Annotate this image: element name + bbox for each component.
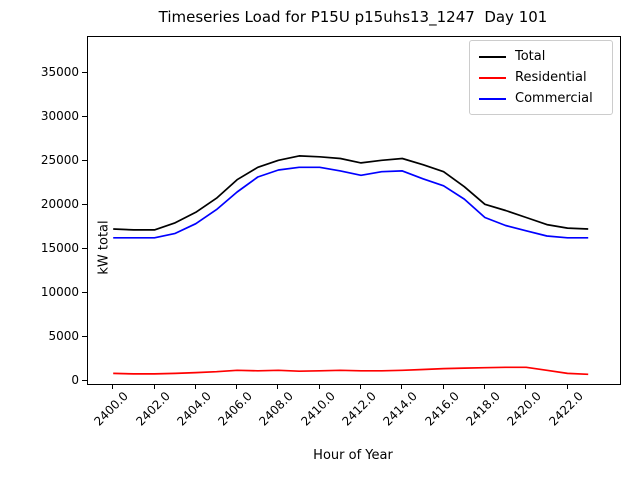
y-tick-mark xyxy=(82,336,87,338)
series-line-total xyxy=(113,155,589,231)
x-tick-label: 2402.0 xyxy=(132,389,173,429)
x-tick-mark xyxy=(153,384,155,389)
x-tick-mark xyxy=(236,384,238,389)
series-line-commercial xyxy=(113,166,589,239)
x-tick-label: 2406.0 xyxy=(215,389,256,429)
y-tick-label: 35000 xyxy=(40,65,79,80)
x-tick-mark xyxy=(525,384,527,389)
x-tick-mark xyxy=(442,384,444,389)
x-tick-label: 2418.0 xyxy=(463,389,503,429)
x-tick-label: 2414.0 xyxy=(380,389,421,429)
line-chart xyxy=(113,155,589,376)
y-tick-mark xyxy=(82,204,87,206)
y-tick-mark xyxy=(82,292,87,294)
x-axis-label: Hour of Year xyxy=(313,448,393,463)
series-line-residential xyxy=(113,366,589,376)
x-tick-label: 2400.0 xyxy=(91,389,132,429)
legend-label-commercial: Commercial xyxy=(515,91,593,106)
y-tick-mark xyxy=(82,116,87,118)
x-tick-label: 2410.0 xyxy=(298,389,338,429)
x-tick-label: 2420.0 xyxy=(504,389,545,429)
x-tick-mark xyxy=(277,384,279,389)
y-tick-mark xyxy=(82,160,87,162)
x-tick-mark xyxy=(483,384,485,389)
x-tick-mark xyxy=(112,384,114,389)
x-tick-mark xyxy=(194,384,196,389)
legend-item-commercial: Commercial xyxy=(479,88,604,109)
x-tick-label: 2412.0 xyxy=(339,389,379,429)
x-tick-mark xyxy=(318,384,320,389)
y-axis-label: kW total xyxy=(96,220,112,275)
legend-item-residential: Residential xyxy=(479,67,604,88)
legend: Total Residential Commercial xyxy=(469,40,613,115)
y-tick-mark xyxy=(82,248,87,250)
legend-item-total: Total xyxy=(479,46,604,67)
legend-line-swatch-total xyxy=(479,55,506,58)
y-tick-label: 25000 xyxy=(40,153,79,168)
x-tick-label: 2416.0 xyxy=(421,389,462,429)
x-tick-label: 2408.0 xyxy=(256,389,297,429)
legend-line-swatch-commercial xyxy=(479,97,506,100)
y-tick-mark xyxy=(82,72,87,74)
y-tick-mark xyxy=(82,380,87,382)
y-tick-label: 5000 xyxy=(48,329,79,344)
legend-line-swatch-residential xyxy=(479,76,506,79)
x-tick-mark xyxy=(401,384,403,389)
y-tick-label: 30000 xyxy=(40,109,79,124)
legend-label-residential: Residential xyxy=(515,70,587,85)
x-tick-label: 2404.0 xyxy=(174,389,214,429)
x-tick-mark xyxy=(360,384,361,389)
chart-title: Timeseries Load for P15U p15uhs13_1247 D… xyxy=(158,8,548,26)
plot-area: Total Residential Commercial kW total xyxy=(87,36,621,385)
y-tick-label: 10000 xyxy=(40,285,79,300)
y-tick-label: 20000 xyxy=(40,197,79,212)
y-tick-label: 15000 xyxy=(40,241,79,256)
x-tick-label: 2422.0 xyxy=(545,389,586,429)
legend-label-total: Total xyxy=(515,49,546,64)
y-tick-label: 0 xyxy=(71,373,79,388)
x-tick-mark xyxy=(566,384,568,389)
